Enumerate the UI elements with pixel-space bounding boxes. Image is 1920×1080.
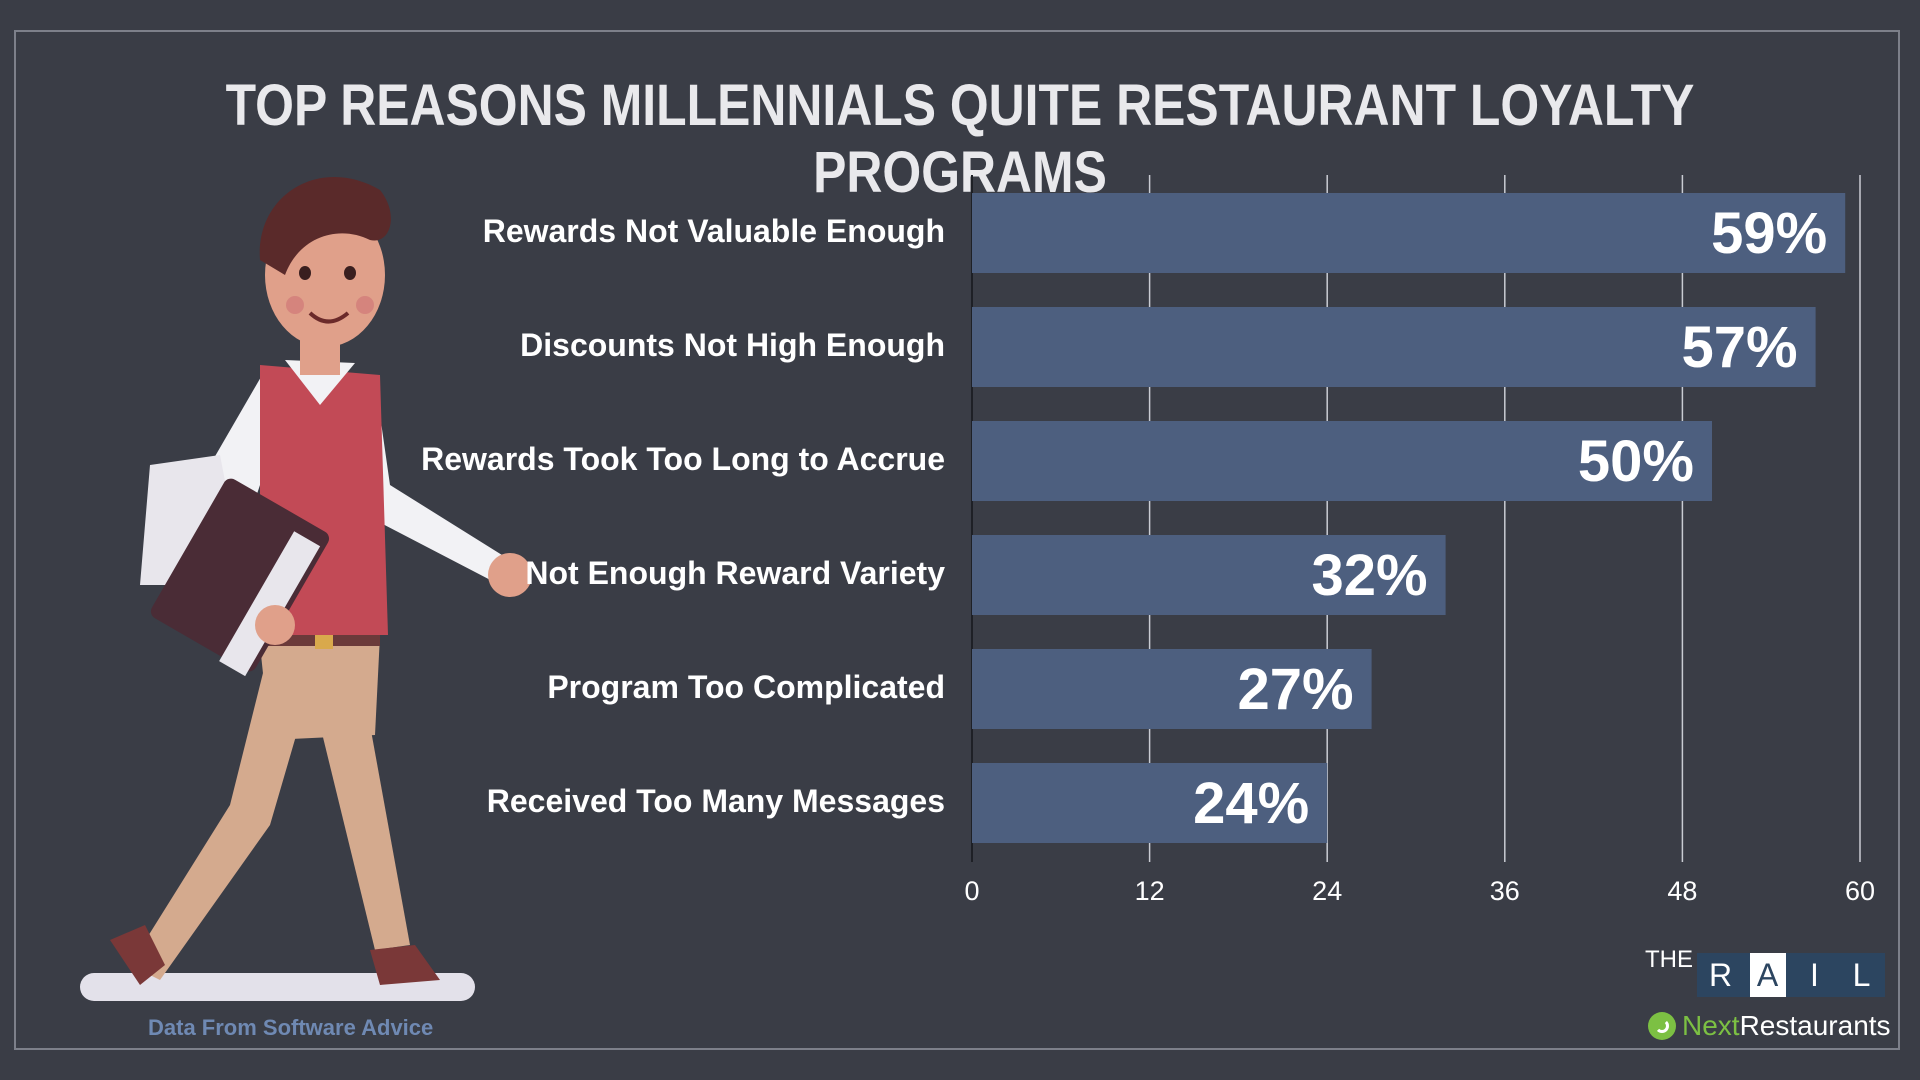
data-label: 57% bbox=[1682, 315, 1798, 380]
x-tick-label: 60 bbox=[1845, 876, 1875, 906]
rail-letter: I bbox=[1810, 957, 1819, 993]
category-label: Rewards Not Valuable Enough bbox=[482, 213, 945, 249]
data-label: 27% bbox=[1238, 657, 1354, 722]
category-label: Not Enough Reward Variety bbox=[525, 555, 945, 591]
x-tick-label: 48 bbox=[1667, 876, 1697, 906]
next-restaurants-icon bbox=[1648, 1012, 1676, 1040]
data-label: 50% bbox=[1578, 429, 1694, 494]
bar bbox=[972, 763, 1328, 843]
category-label: Program Too Complicated bbox=[547, 669, 945, 705]
data-label: 32% bbox=[1312, 543, 1428, 608]
next-restaurants-logo: Next Restaurants bbox=[1648, 1010, 1891, 1042]
the-rail-logo: R A I L bbox=[1697, 953, 1885, 997]
logo-next-text: Next bbox=[1682, 1010, 1740, 1041]
x-tick-label: 36 bbox=[1490, 876, 1520, 906]
category-label: Discounts Not High Enough bbox=[520, 327, 945, 363]
bar bbox=[972, 421, 1712, 501]
logo-the-text: THE bbox=[1645, 946, 1693, 973]
bar bbox=[972, 193, 1846, 273]
walking-man-illustration bbox=[80, 177, 530, 1001]
x-tick-label: 0 bbox=[964, 876, 979, 906]
bar bbox=[972, 307, 1816, 387]
data-label: 24% bbox=[1193, 771, 1309, 836]
logo-restaurants-text: Restaurants bbox=[1739, 1010, 1891, 1041]
x-tick-label: 12 bbox=[1135, 876, 1165, 906]
category-label: Rewards Took Too Long to Accrue bbox=[421, 441, 945, 477]
data-label: 59% bbox=[1711, 201, 1827, 266]
rail-letter: A bbox=[1749, 953, 1786, 997]
rail-letter: L bbox=[1852, 957, 1871, 993]
bar bbox=[972, 535, 1446, 615]
chart-title: TOP REASONS MILLENNIALS QUITE RESTAURANT… bbox=[225, 73, 1695, 205]
data-source-note: Data From Software Advice bbox=[148, 1015, 434, 1040]
bar bbox=[972, 649, 1372, 729]
category-label: Received Too Many Messages bbox=[486, 783, 945, 819]
rail-letter: R bbox=[1708, 957, 1733, 993]
chart-frame bbox=[14, 30, 1900, 1050]
x-tick-label: 24 bbox=[1312, 876, 1342, 906]
